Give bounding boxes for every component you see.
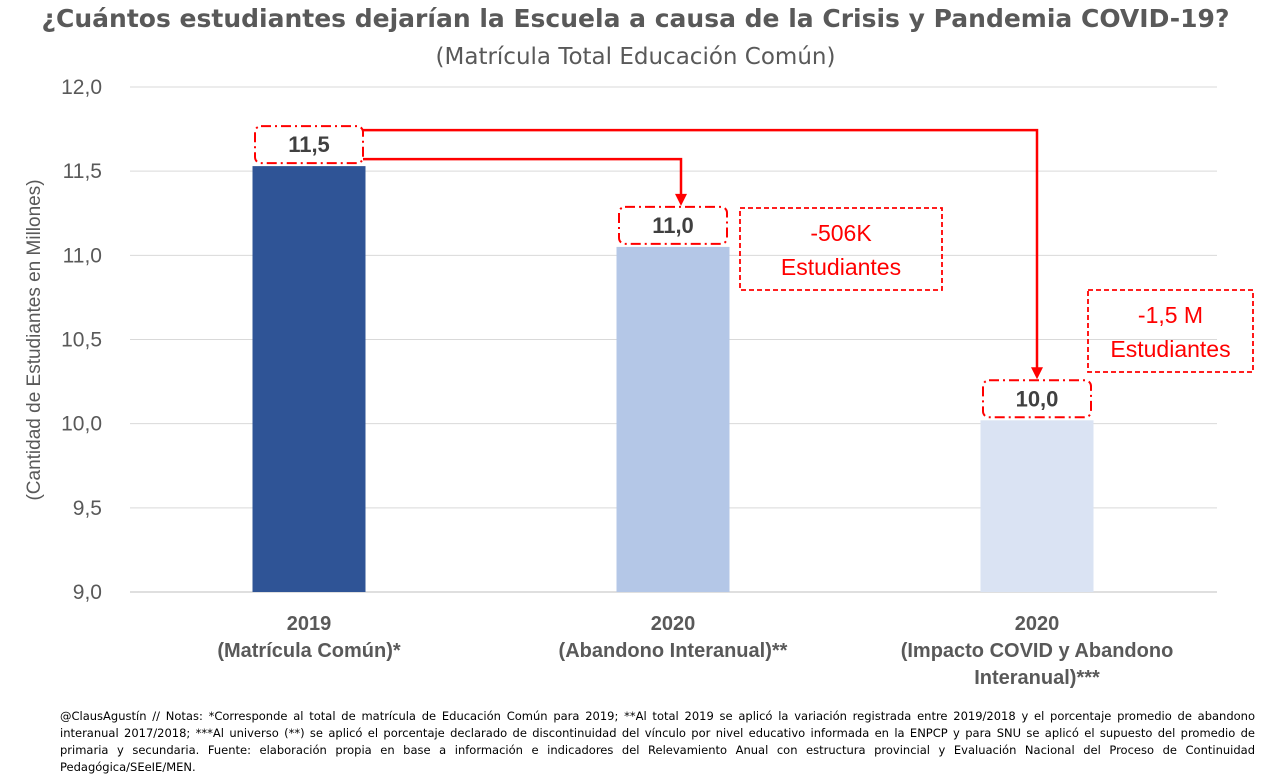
y-tick-label: 10,5 xyxy=(61,329,102,352)
x-tick-label: (Matrícula Común)* xyxy=(217,640,401,662)
y-axis-ticks: 9,0 9,5 10,0 10,5 11,0 11,5 12,0 xyxy=(61,76,102,604)
y-tick-label: 9,0 xyxy=(73,581,102,604)
connector-line xyxy=(363,128,1039,369)
bars xyxy=(252,166,1094,592)
x-tick-label: (Abandono Interanual)** xyxy=(559,640,788,662)
data-label: 11,5 xyxy=(288,132,330,157)
arrowhead xyxy=(1031,367,1043,380)
x-tick-label: 2019 xyxy=(287,613,332,635)
annotation-text: Estudiantes xyxy=(1110,336,1230,362)
y-axis-label: (Cantidad de Estudiantes en Millones) xyxy=(24,179,45,500)
bar-chart: 9,0 9,5 10,0 10,5 11,0 11,5 12,0 (Cantidad de … xyxy=(24,76,1254,689)
chart-title: ¿Cuántos estudiantes dejarían la Escuela… xyxy=(41,4,1230,33)
y-tick-label: 11,5 xyxy=(63,160,102,183)
data-label-box xyxy=(254,125,364,165)
x-tick-label: 2020 xyxy=(651,613,696,635)
data-label-box xyxy=(982,379,1092,419)
annotation-text: -1,5 M xyxy=(1138,302,1203,328)
x-tick-label: Interanual)*** xyxy=(974,667,1100,689)
data-label: 11,0 xyxy=(652,213,694,238)
bar xyxy=(980,420,1094,592)
annotations: -506K Estudiantes -1,5 M Estudiantes xyxy=(739,207,1254,373)
x-tick-label: 2020 xyxy=(1015,613,1060,635)
x-tick-label: (Impacto COVID y Abandono xyxy=(901,640,1174,662)
chart-subtitle: (Matrícula Total Educación Común) xyxy=(435,44,836,70)
bar xyxy=(252,166,366,592)
y-tick-label: 11,0 xyxy=(63,244,102,267)
annotation-text: Estudiantes xyxy=(781,254,901,280)
connector-arrows xyxy=(363,128,1043,380)
y-tick-label: 10,0 xyxy=(61,413,102,436)
x-axis-labels: 2019 (Matrícula Común)* 2020 (Abandono Inte… xyxy=(217,613,1173,689)
bar xyxy=(616,246,730,592)
annotation-box xyxy=(739,207,943,291)
annotation-box xyxy=(1087,289,1254,373)
connector-line xyxy=(363,157,683,195)
arrowhead xyxy=(675,193,687,206)
y-tick-label: 9,5 xyxy=(73,497,102,520)
y-tick-label: 12,0 xyxy=(61,76,102,99)
data-label-box xyxy=(618,205,728,245)
data-label: 10,0 xyxy=(1016,386,1059,411)
data-labels: 11,5 11,0 10,0 xyxy=(254,125,1092,419)
annotation-text: -506K xyxy=(810,220,872,246)
footnotes: @ClausAgustín // Notas: *Corresponde al … xyxy=(60,709,1255,774)
